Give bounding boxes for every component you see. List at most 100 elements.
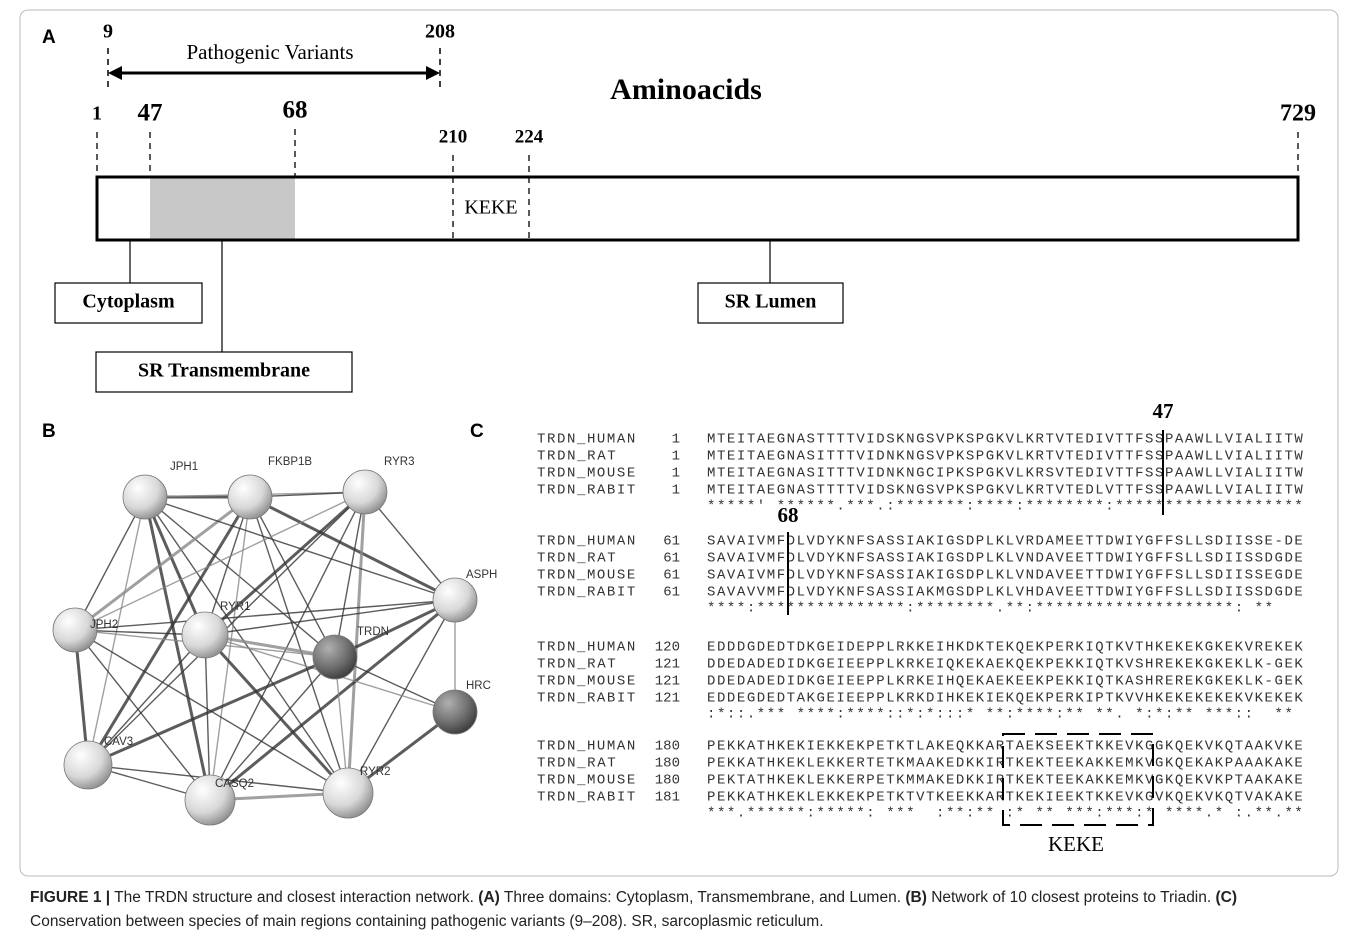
start-position: 180	[655, 739, 680, 755]
position-label: 47	[138, 100, 163, 127]
node-label: JPH2	[90, 619, 118, 631]
start-position: 120	[655, 640, 680, 656]
sequence: EDDDGDEDTDKGEIDEPPLRKKEIHKDKTEKQEKPERKIQ…	[707, 640, 1303, 656]
sequence: MTEITAEGNASTTTTVIDSKNGSVPKSPGKVLKRTVTEDL…	[707, 483, 1303, 499]
position-label: 729	[1280, 101, 1316, 127]
caption-text: Network of 10 closest proteins to Triadi…	[931, 889, 1211, 906]
position-label: 224	[515, 126, 544, 147]
network-node	[433, 690, 477, 734]
sequence: PEKKATHKEKLEKKERTETKMAAKEDKKIRTKEKTEEKAK…	[707, 756, 1303, 772]
start-position: 181	[655, 790, 680, 806]
node-label: FKBP1B	[268, 456, 312, 468]
network-node	[228, 475, 272, 519]
sequence: SAVAIVMFDLVDYKNFSASSIAKIGSDPLKLVNDAVEETT…	[707, 568, 1303, 584]
arrow-head	[108, 66, 122, 80]
node-label: RYR3	[384, 456, 414, 468]
sequence: MTEITAEGNASITTTVIDNKNGCIPKSPGKVLKRSVTEDI…	[707, 466, 1303, 482]
species-name: TRDN_RABIT	[537, 585, 635, 601]
species-name: TRDN_RAT	[537, 657, 616, 673]
panel-b: BJPH1FKBP1BRYR3ASPHJPH2RYR1TRDNHRCCAV3CA…	[42, 421, 497, 825]
sequence: MTEITAEGNASITTTVIDNKNGSVPKSPGKVLKRTVTEDI…	[707, 449, 1303, 465]
species-name: TRDN_RAT	[537, 551, 616, 567]
start-position: 121	[655, 691, 680, 707]
species-name: TRDN_HUMAN	[537, 432, 635, 448]
caption-title: The TRDN structure and closest interacti…	[114, 889, 474, 906]
species-name: TRDN_MOUSE	[537, 674, 635, 690]
figure: A Aminoacids 9 208 Pathogenic Variants 1 47 68 2…	[0, 0, 1357, 880]
range-label: Pathogenic Variants	[187, 40, 354, 64]
network-node	[313, 635, 357, 679]
network-node	[64, 741, 112, 789]
node-label: TRDN	[357, 626, 389, 638]
network-edge	[75, 497, 145, 630]
network-node	[123, 475, 167, 519]
position-label: 210	[439, 126, 468, 147]
panel-label: C	[470, 421, 484, 442]
arrow-head	[426, 66, 440, 80]
caption-tag: (C)	[1216, 889, 1238, 906]
species-name: TRDN_RABIT	[537, 790, 635, 806]
species-name: TRDN_HUMAN	[537, 739, 635, 755]
range-start: 9	[103, 21, 113, 43]
caption-text: Three domains: Cytoplasm, Transmembrane,…	[504, 889, 901, 906]
start-position: 1	[672, 449, 680, 465]
species-name: TRDN_HUMAN	[537, 640, 635, 656]
species-name: TRDN_RAT	[537, 449, 616, 465]
start-position: 1	[672, 432, 680, 448]
network-node	[182, 612, 228, 658]
node-label: RYR2	[360, 766, 390, 778]
panel-label: A	[42, 27, 56, 48]
network-edge	[250, 497, 455, 600]
caption-label: FIGURE 1 |	[30, 889, 110, 906]
region-label: Cytoplasm	[82, 291, 175, 313]
sequence: DDEDADEDIDKGEIEEPPLKRKEIQKEKAEKQEKPEKKIQ…	[707, 657, 1303, 673]
sequence: PEKTATHKEKLEKKERPETKMMAKEDKKIRTKEKTEEKAK…	[707, 773, 1303, 789]
consensus: ****:***************:********.**:*******…	[707, 601, 1273, 617]
start-position: 180	[655, 756, 680, 772]
region-label: SR Lumen	[725, 291, 817, 313]
node-label: CASQ2	[215, 778, 254, 790]
caption-tag: (A)	[478, 889, 500, 906]
species-name: TRDN_HUMAN	[537, 534, 635, 550]
sequence: DDEDADEDIDKGEIEEPPLKRKEIHQEKAEKEEKPEKKIQ…	[707, 674, 1303, 690]
sequence: MTEITAEGNASTTTTVIDSKNGSVPKSPGKVLKRTVTEDI…	[707, 432, 1303, 448]
sequence: EDDEGDEDTAKGEIEEPPLKRKDIHKEKIEKQEKPERKIP…	[707, 691, 1303, 707]
start-position: 121	[655, 674, 680, 690]
species-name: TRDN_MOUSE	[537, 466, 635, 482]
network-edge	[145, 497, 455, 600]
caption: FIGURE 1 | The TRDN structure and closes…	[30, 886, 1330, 934]
consensus: ***.******:*****: *** :**:** :* ** ***:*…	[707, 806, 1303, 822]
range-end: 208	[425, 21, 455, 43]
node-label: ASPH	[466, 569, 497, 581]
start-position: 61	[663, 568, 680, 584]
title: Aminoacids	[610, 73, 762, 106]
species-name: TRDN_MOUSE	[537, 568, 635, 584]
node-label: RYR1	[220, 601, 250, 613]
membrane-domain	[150, 177, 295, 240]
panel-label: B	[42, 421, 56, 442]
region-label: SR Transmembrane	[138, 360, 310, 382]
keke-label: KEKE	[1048, 832, 1104, 856]
network-edge	[88, 657, 335, 765]
marker-label: 47	[1153, 399, 1174, 423]
network-node	[433, 578, 477, 622]
sequence: SAVAIVMFDLVDYKNFSASSIAKIGSDPLKLVNDAVEETT…	[707, 551, 1303, 567]
start-position: 1	[672, 483, 680, 499]
species-name: TRDN_MOUSE	[537, 773, 635, 789]
start-position: 61	[663, 534, 680, 550]
caption-tag: (B)	[905, 889, 927, 906]
start-position: 180	[655, 773, 680, 789]
marker-label: 68	[778, 503, 799, 527]
species-name: TRDN_RABIT	[537, 483, 635, 499]
keke-label: KEKE	[464, 197, 517, 219]
start-position: 1	[672, 466, 680, 482]
network-node	[343, 470, 387, 514]
species-name: TRDN_RAT	[537, 756, 616, 772]
sequence: SAVAIVMFDLVDYKNFSASSIAKIGSDPLKLVRDAMEETT…	[707, 534, 1303, 550]
position-label: 1	[92, 103, 102, 125]
start-position: 61	[663, 585, 680, 601]
start-position: 121	[655, 657, 680, 673]
species-name: TRDN_RABIT	[537, 691, 635, 707]
node-label: HRC	[466, 680, 491, 692]
start-position: 61	[663, 551, 680, 567]
